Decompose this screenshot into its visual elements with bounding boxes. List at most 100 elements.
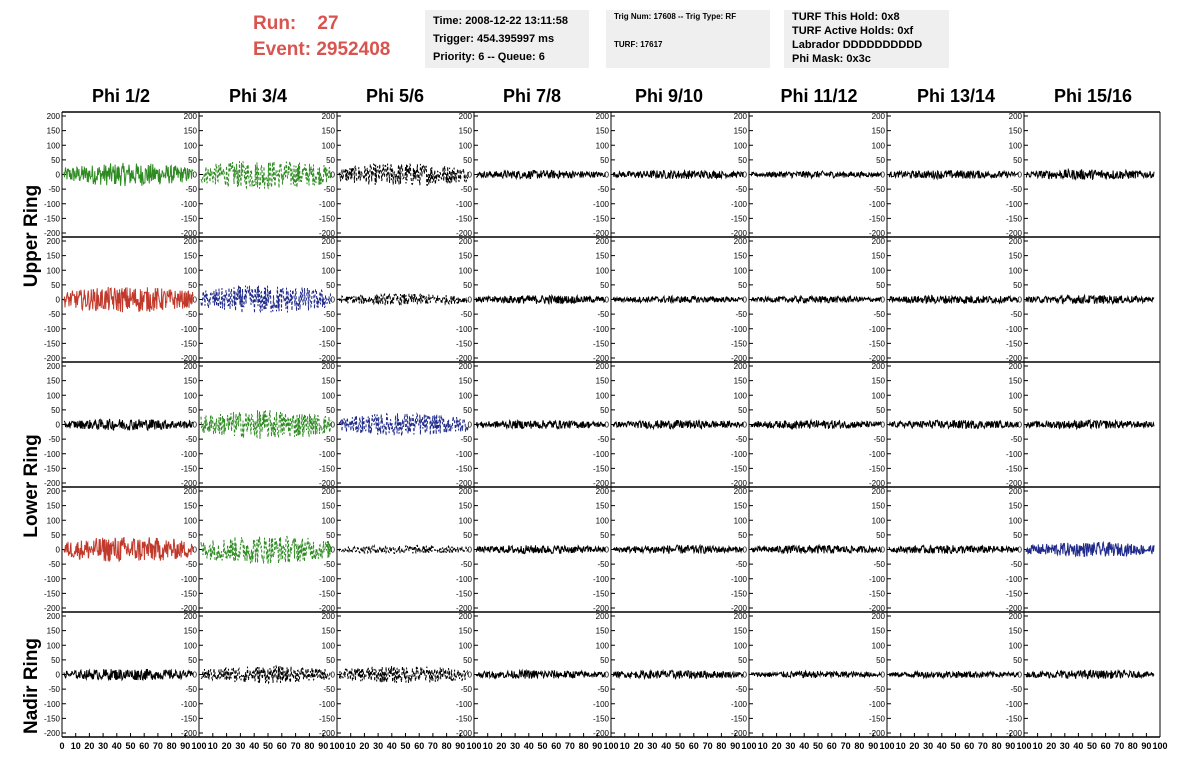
x-tick-label: 10	[620, 741, 630, 751]
y-tick-label: 200	[184, 487, 198, 496]
waveform-trace	[1025, 167, 1155, 181]
y-tick-label: 0	[605, 296, 610, 305]
y-tick-label: 100	[1009, 266, 1023, 275]
y-tick-label: -100	[456, 700, 473, 709]
event-row: Event: 2952408	[253, 37, 390, 63]
y-tick-label: 150	[596, 252, 610, 261]
waveform-trace	[63, 537, 194, 563]
y-tick-label: 50	[51, 281, 60, 290]
y-tick-label: 150	[322, 502, 336, 511]
y-tick-label: -150	[456, 714, 473, 723]
y-tick-label: -100	[1006, 450, 1023, 459]
y-tick-label: 0	[743, 546, 748, 555]
waveform-trace	[612, 543, 744, 555]
y-tick-label: -200	[731, 729, 748, 738]
y-tick-label: -150	[319, 464, 336, 473]
y-tick-label: -100	[44, 325, 61, 334]
waveform-trace	[200, 410, 332, 439]
turf-active-text: TURF Active Holds: 0xf	[792, 25, 914, 37]
y-tick-label: 50	[600, 281, 609, 290]
waveform-panel: -200 -150 -100 -50 0 50 100 150 200	[593, 237, 744, 363]
y-tick-label: -150	[44, 714, 61, 723]
y-tick-label: 0	[743, 171, 748, 180]
x-tick-label: 80	[992, 741, 1002, 751]
waveform-trace	[612, 668, 744, 681]
x-tick-label: 60	[827, 741, 837, 751]
waveform-panel: -200 -150 -100 -50 0 50 100 150 200	[456, 612, 606, 738]
x-tick-label: 50	[1087, 741, 1097, 751]
y-tick-label: 200	[734, 362, 748, 371]
x-tick-label: 60	[689, 741, 699, 751]
waveform-panel: -200 -150 -100 -50 0 50 100 150 200	[731, 112, 882, 238]
y-tick-label: 100	[1009, 141, 1023, 150]
y-tick-label: -150	[731, 714, 748, 723]
x-tick-label: 30	[923, 741, 933, 751]
y-tick-label: -50	[323, 685, 335, 694]
y-tick-label: 150	[459, 377, 473, 386]
y-tick-label: -50	[185, 185, 197, 194]
y-tick-label: 50	[326, 156, 335, 165]
x-tick-label: 70	[703, 741, 713, 751]
y-tick-label: -150	[869, 464, 886, 473]
waveform-panel: -200 -150 -100 -50 0 50 100 150 200	[593, 362, 744, 488]
x-tick-label: 40	[112, 741, 122, 751]
waveform-panel: -200 -150 -100 -50 0 50 100 150 200	[869, 487, 1019, 613]
y-tick-label: 200	[734, 237, 748, 246]
x-tick-label: 50	[125, 741, 135, 751]
y-tick-label: -100	[319, 200, 336, 209]
waveform-panel: -200 -150 -100 -50 0 50 100 150 200	[1006, 237, 1155, 363]
y-tick-label: 200	[459, 612, 473, 621]
x-tick-label: 50	[675, 741, 685, 751]
y-tick-label: -50	[323, 435, 335, 444]
y-tick-label: 200	[872, 487, 886, 496]
x-tick-label: 30	[1060, 741, 1070, 751]
y-tick-label: -100	[456, 575, 473, 584]
y-tick-label: 0	[193, 671, 198, 680]
y-tick-label: 0	[605, 546, 610, 555]
y-tick-label: -200	[319, 479, 336, 488]
y-tick-label: 150	[184, 377, 198, 386]
x-tick-label: 20	[909, 741, 919, 751]
y-tick-label: 100	[734, 266, 748, 275]
y-tick-label: 50	[51, 406, 60, 415]
y-tick-label: -200	[869, 479, 886, 488]
y-tick-label: 0	[1018, 546, 1023, 555]
waveform-trace	[612, 169, 744, 180]
y-tick-label: -50	[1010, 685, 1022, 694]
y-tick-label: 200	[872, 112, 886, 121]
y-tick-label: 0	[468, 296, 473, 305]
y-tick-label: 0	[881, 546, 886, 555]
y-tick-label: -200	[731, 354, 748, 363]
y-tick-label: 50	[463, 656, 472, 665]
x-tick-label: 70	[291, 741, 301, 751]
y-tick-label: 200	[734, 487, 748, 496]
y-tick-label: -50	[873, 435, 885, 444]
x-tick-label: 30	[647, 741, 657, 751]
column-header-phi-5-6: Phi 5/6	[365, 86, 425, 106]
y-tick-label: -150	[456, 339, 473, 348]
y-tick-label: 0	[193, 171, 198, 180]
y-tick-label: 150	[872, 127, 886, 136]
waveform-panel: -200 -150 -100 -50 0 50 100 150 200	[319, 362, 469, 488]
x-tick-label: 90	[180, 741, 190, 751]
x-tick-label: 90	[868, 741, 878, 751]
y-tick-label: -200	[181, 229, 198, 238]
y-tick-label: 0	[881, 671, 886, 680]
y-tick-label: 200	[184, 612, 198, 621]
x-tick-label: 90	[1005, 741, 1015, 751]
y-tick-label: -200	[181, 479, 198, 488]
y-tick-label: 200	[184, 112, 198, 121]
waveform-panel: -200 -150 -100 -50 0 50 100 150 200	[181, 362, 332, 488]
y-tick-label: -150	[44, 339, 61, 348]
x-tick-label: 40	[799, 741, 809, 751]
y-tick-label: -150	[319, 589, 336, 598]
turf-text: TURF: 17617	[614, 40, 663, 49]
x-tick-label: 80	[167, 741, 177, 751]
x-tick-label: 40	[937, 741, 947, 751]
y-tick-label: -150	[319, 214, 336, 223]
x-tick-label: 100	[1152, 741, 1167, 751]
x-tick-label: 20	[359, 741, 369, 751]
y-tick-label: 150	[872, 502, 886, 511]
y-tick-label: -100	[1006, 200, 1023, 209]
x-tick-label: 70	[565, 741, 575, 751]
